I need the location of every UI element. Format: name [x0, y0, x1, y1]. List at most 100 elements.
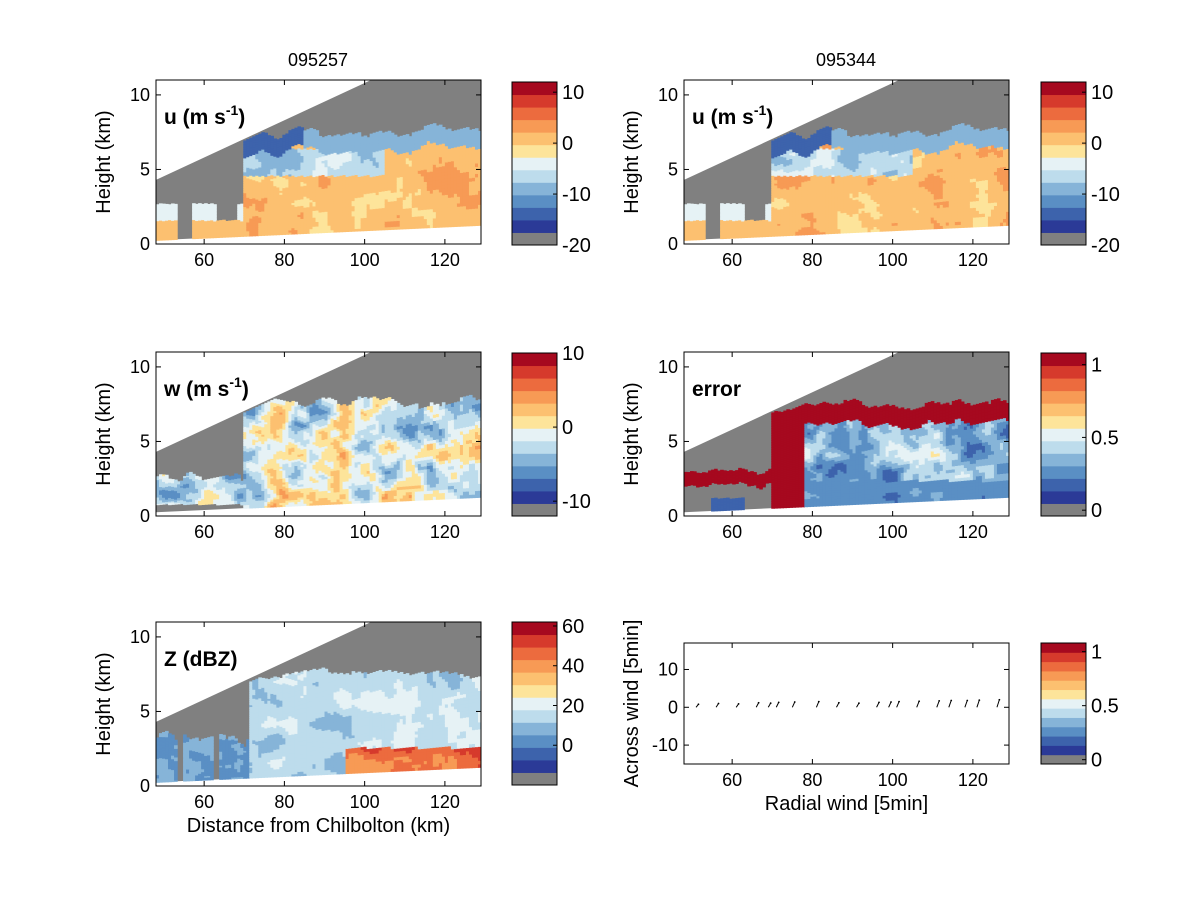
field-cell — [345, 201, 350, 205]
field-cell — [324, 159, 329, 163]
field-cell — [210, 203, 214, 206]
field-cell — [732, 208, 736, 212]
field-cell — [165, 237, 169, 240]
field-cell — [204, 226, 208, 229]
field-cell — [294, 172, 299, 175]
field-cell — [366, 193, 371, 197]
field-cell — [441, 191, 446, 196]
field-cell — [330, 203, 335, 207]
field-cell — [804, 198, 808, 202]
field-cell — [255, 197, 259, 200]
field-cell — [684, 220, 688, 223]
field-cell — [213, 220, 217, 223]
field-cell — [432, 214, 437, 219]
field-cell — [345, 208, 350, 212]
field-cell — [195, 225, 199, 228]
field-cell — [804, 170, 808, 174]
field-cell — [252, 163, 256, 166]
field-cell — [339, 148, 344, 152]
field-cell — [426, 143, 431, 148]
field-cell — [468, 164, 473, 169]
field-cell — [210, 206, 214, 209]
field-cell — [198, 228, 202, 231]
field-cell — [801, 191, 805, 195]
field-cell — [327, 137, 332, 141]
field-cell — [807, 198, 811, 201]
field-cell — [792, 233, 796, 236]
field-cell — [330, 169, 335, 173]
field-cell — [402, 217, 407, 221]
field-cell — [387, 181, 392, 185]
field-cell — [309, 179, 314, 183]
field-cell — [369, 171, 374, 175]
field-cell — [339, 175, 344, 179]
x-tick-label: 60 — [194, 250, 214, 270]
field-cell — [198, 204, 202, 207]
field-cell — [285, 186, 290, 190]
field-cell — [345, 213, 350, 217]
field-cell — [411, 174, 416, 178]
field-cell — [474, 194, 479, 199]
field-cell — [468, 177, 473, 182]
field-cell — [798, 199, 802, 203]
field-cell — [384, 156, 389, 161]
field-cell — [729, 230, 733, 234]
field-cell — [300, 148, 305, 152]
field-cell — [231, 230, 235, 233]
field-cell — [207, 233, 211, 236]
field-cell — [285, 141, 290, 145]
field-cell — [228, 233, 232, 236]
field-cell — [264, 225, 268, 229]
field-cell — [792, 132, 796, 136]
field-cell — [306, 180, 311, 183]
field-cell — [378, 191, 383, 195]
field-cell — [351, 195, 356, 199]
field-cell — [444, 178, 449, 182]
colorbar-tick-label: -20 — [562, 235, 591, 257]
field-cell — [786, 144, 790, 148]
field-cell — [327, 156, 332, 160]
field-cell — [432, 198, 437, 203]
field-cell — [429, 146, 434, 150]
field-cell — [807, 222, 811, 226]
field-cell — [273, 173, 277, 177]
field-cell — [408, 139, 413, 143]
field-cell — [315, 191, 320, 195]
field-cell — [162, 238, 166, 241]
field-cell — [444, 158, 449, 163]
field-cell — [804, 155, 808, 158]
field-cell — [159, 227, 163, 230]
field-cell — [465, 191, 470, 196]
field-cell — [312, 153, 317, 157]
field-cell — [252, 192, 256, 195]
field-cell — [411, 219, 416, 223]
field-cell — [333, 202, 338, 206]
field-cell — [687, 231, 691, 233]
field-cell — [690, 218, 694, 221]
field-cell — [417, 218, 422, 223]
field-cell — [777, 203, 781, 207]
field-cell — [327, 201, 332, 205]
field-cell — [273, 201, 277, 204]
field-cell — [777, 180, 781, 183]
field-cell — [339, 145, 344, 149]
field-cell — [807, 208, 811, 211]
field-cell — [252, 215, 256, 219]
field-cell — [420, 157, 425, 162]
field-cell — [462, 127, 467, 132]
field-cell — [450, 154, 455, 158]
field-cell — [768, 232, 772, 236]
field-cell — [225, 225, 229, 228]
field-cell — [465, 144, 470, 149]
field-cell — [327, 189, 332, 193]
field-cell — [270, 143, 274, 147]
field-cell — [258, 200, 262, 203]
field-cell — [474, 131, 479, 136]
field-cell — [345, 216, 350, 220]
field-cell — [417, 197, 422, 202]
field-cell — [774, 169, 778, 172]
field-cell — [258, 213, 262, 216]
field-cell — [393, 134, 398, 139]
field-cell — [780, 215, 784, 219]
field-cell — [258, 159, 262, 162]
